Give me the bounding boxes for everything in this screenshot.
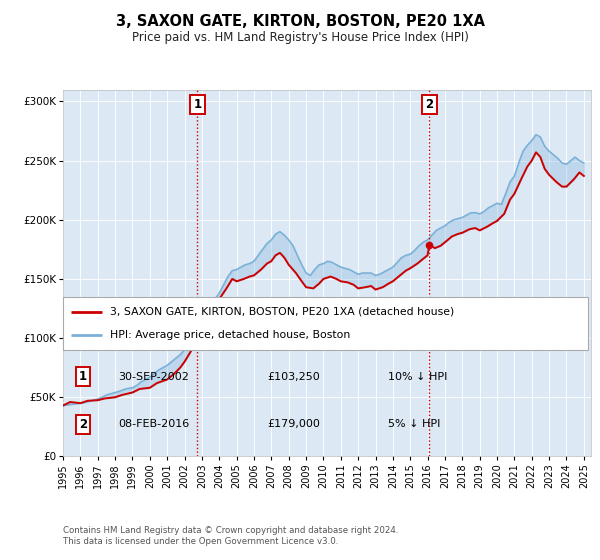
Text: 2: 2 [79, 418, 87, 431]
Text: 1: 1 [79, 370, 87, 383]
Text: 10% ↓ HPI: 10% ↓ HPI [389, 371, 448, 381]
Text: £179,000: £179,000 [268, 419, 320, 429]
Text: Price paid vs. HM Land Registry's House Price Index (HPI): Price paid vs. HM Land Registry's House … [131, 31, 469, 44]
Text: 5% ↓ HPI: 5% ↓ HPI [389, 419, 441, 429]
Text: 3, SAXON GATE, KIRTON, BOSTON, PE20 1XA (detached house): 3, SAXON GATE, KIRTON, BOSTON, PE20 1XA … [110, 307, 455, 317]
Text: 1: 1 [193, 98, 202, 111]
Text: 2: 2 [425, 98, 433, 111]
FancyBboxPatch shape [63, 297, 588, 350]
Text: Contains HM Land Registry data © Crown copyright and database right 2024.
This d: Contains HM Land Registry data © Crown c… [63, 526, 398, 546]
Text: HPI: Average price, detached house, Boston: HPI: Average price, detached house, Bost… [110, 330, 350, 340]
Text: 3, SAXON GATE, KIRTON, BOSTON, PE20 1XA: 3, SAXON GATE, KIRTON, BOSTON, PE20 1XA [115, 14, 485, 29]
Text: 08-FEB-2016: 08-FEB-2016 [118, 419, 190, 429]
Text: 30-SEP-2002: 30-SEP-2002 [118, 371, 189, 381]
Text: £103,250: £103,250 [268, 371, 320, 381]
